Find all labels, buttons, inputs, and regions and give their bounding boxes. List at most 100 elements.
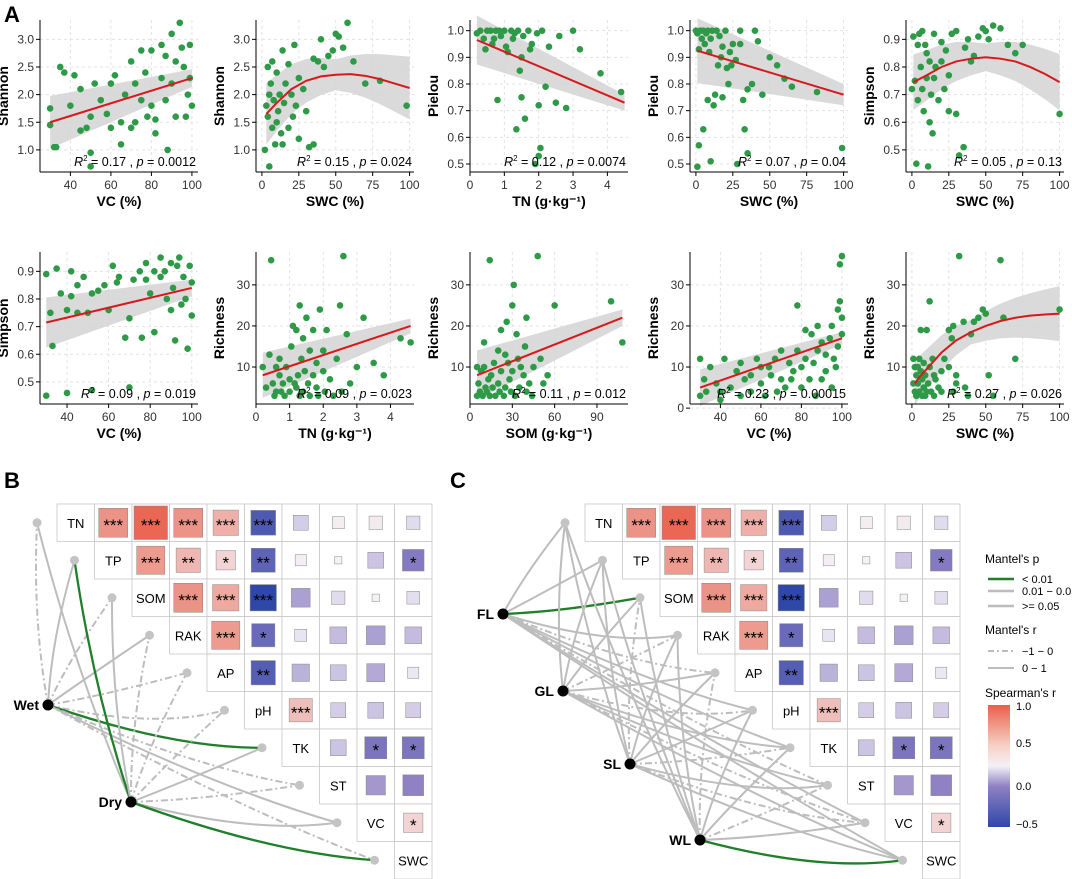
data-point xyxy=(162,96,169,104)
x-tick-label: 50 xyxy=(329,178,343,192)
data-point xyxy=(293,326,300,334)
data-point xyxy=(765,363,773,371)
data-point xyxy=(552,99,560,106)
data-point xyxy=(343,330,351,338)
data-point xyxy=(142,69,149,76)
data-point xyxy=(822,367,830,375)
data-point xyxy=(509,367,516,375)
significance-mark: ** xyxy=(785,553,799,572)
data-point xyxy=(810,359,817,367)
data-point xyxy=(319,347,327,354)
data-point xyxy=(495,27,503,34)
data-point xyxy=(952,371,960,379)
data-point xyxy=(726,48,734,56)
data-point xyxy=(88,290,96,297)
data-point xyxy=(952,110,960,118)
data-point xyxy=(146,290,154,297)
data-point xyxy=(167,306,175,314)
variable-label: TN xyxy=(67,516,84,531)
data-point xyxy=(173,262,181,270)
data-point xyxy=(309,326,317,334)
y-tick-label: 0.8 xyxy=(667,77,684,91)
legend-p-item-2: 0.01 − 0.05 xyxy=(1022,586,1072,598)
y-tick-label: 1.0 xyxy=(17,143,34,157)
data-point xyxy=(326,376,334,383)
data-point xyxy=(313,384,320,391)
matrix-cell xyxy=(319,578,358,617)
y-tick-label: 0.8 xyxy=(17,292,34,306)
data-point xyxy=(339,44,347,51)
data-point xyxy=(480,35,488,42)
x-tick-label: 30 xyxy=(506,410,520,424)
variable-anchor xyxy=(673,630,682,640)
data-point xyxy=(164,146,171,154)
data-point xyxy=(534,252,542,260)
data-point xyxy=(497,32,505,40)
stat-r2-symbol: R xyxy=(947,387,956,401)
data-point xyxy=(759,91,766,98)
data-point xyxy=(272,363,280,371)
correlation-square xyxy=(858,739,875,756)
data-point xyxy=(282,80,289,87)
x-axis-label: SWC (%) xyxy=(956,425,1014,441)
data-point xyxy=(510,281,518,289)
data-point xyxy=(949,322,957,330)
mantel-link xyxy=(130,672,188,803)
data-point xyxy=(822,351,830,359)
stat-r2-symbol: R xyxy=(512,387,521,401)
correlation-square xyxy=(368,515,383,530)
y-tick-label: 20 xyxy=(671,319,685,333)
data-point xyxy=(67,292,75,300)
data-point xyxy=(279,141,286,148)
correlation-square xyxy=(930,774,952,796)
data-point xyxy=(713,27,720,34)
data-point xyxy=(696,392,704,400)
variable-label: SWC xyxy=(398,853,428,868)
data-point xyxy=(287,343,295,350)
mantel-link xyxy=(502,613,903,862)
x-tick-label: 25 xyxy=(942,410,956,424)
data-point xyxy=(111,71,119,79)
data-point xyxy=(117,118,125,126)
data-point xyxy=(182,113,190,121)
correlation-square xyxy=(858,664,875,681)
data-point xyxy=(494,347,502,354)
x-tick-label: 100 xyxy=(182,178,202,192)
data-point xyxy=(169,284,177,292)
legend-r-item-2: 0 − 1 xyxy=(1022,663,1047,675)
stat-p-value: = 0.024 xyxy=(366,155,412,169)
data-point xyxy=(91,80,98,87)
stat-r2-value: = 0.27 , xyxy=(961,387,1010,401)
data-point xyxy=(136,268,144,275)
correlation-square xyxy=(664,545,694,575)
data-point xyxy=(370,359,377,367)
data-point xyxy=(186,41,194,49)
significance-mark: *** xyxy=(141,553,161,572)
fit-line xyxy=(699,337,843,389)
data-point xyxy=(473,363,481,371)
mantel-link xyxy=(502,613,866,824)
data-point xyxy=(42,392,50,400)
data-point xyxy=(777,347,785,354)
data-point xyxy=(710,102,717,109)
x-tick-label: 1 xyxy=(286,410,293,424)
data-point xyxy=(945,71,953,79)
mantel-link xyxy=(562,634,678,692)
correlation-square xyxy=(932,626,950,644)
data-point xyxy=(982,27,990,35)
data-point xyxy=(721,355,728,363)
data-point xyxy=(280,99,288,107)
mantel-link xyxy=(502,613,678,640)
data-point xyxy=(276,371,283,379)
correlation-square xyxy=(403,812,424,833)
data-point xyxy=(52,143,60,151)
mantel-link xyxy=(676,635,701,841)
stat-r2-sup: 2 xyxy=(956,386,961,395)
correlation-square xyxy=(330,702,346,718)
data-point xyxy=(517,363,525,371)
data-point xyxy=(753,355,761,363)
x-tick-label: 50 xyxy=(763,178,777,192)
data-point xyxy=(186,262,193,270)
data-point xyxy=(737,359,744,367)
